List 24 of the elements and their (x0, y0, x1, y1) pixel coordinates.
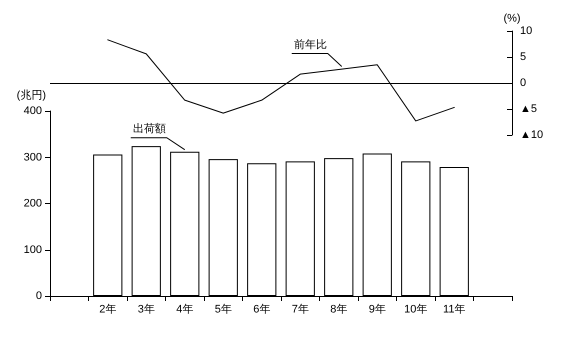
x-tick-label: 4年 (176, 304, 194, 316)
x-tick-label: 11年 (443, 304, 466, 316)
x-tick-label: 6年 (253, 304, 270, 316)
y-tick-label: 5 (520, 51, 526, 63)
y-tick-label: ▲5 (520, 103, 538, 115)
y-tick-label: 400 (24, 105, 42, 117)
y-tick-label: 0 (36, 290, 42, 302)
x-tick-label: 7年 (292, 304, 309, 316)
x-tick-label: 9年 (368, 304, 386, 316)
x-tick-label: 2年 (99, 304, 116, 316)
x-tick-label: 10年 (404, 304, 428, 316)
series-label: 出荷額 (132, 122, 166, 136)
x-tick-label: 3年 (138, 304, 155, 316)
series-label: 前年比 (294, 38, 327, 51)
x-tick-label: 5年 (214, 304, 232, 316)
y-axis-title: (%) (503, 12, 521, 24)
y-tick-label: 300 (24, 151, 42, 164)
y-tick-label: 10 (520, 25, 532, 37)
y-tick-label: 0 (520, 77, 526, 89)
y-tick-label: 100 (24, 244, 42, 256)
x-tick-label: 8年 (330, 304, 348, 316)
y-tick-label: ▲10 (520, 129, 544, 141)
y-axis-title: (兆円) (16, 88, 46, 102)
y-tick-label: 200 (24, 198, 42, 210)
